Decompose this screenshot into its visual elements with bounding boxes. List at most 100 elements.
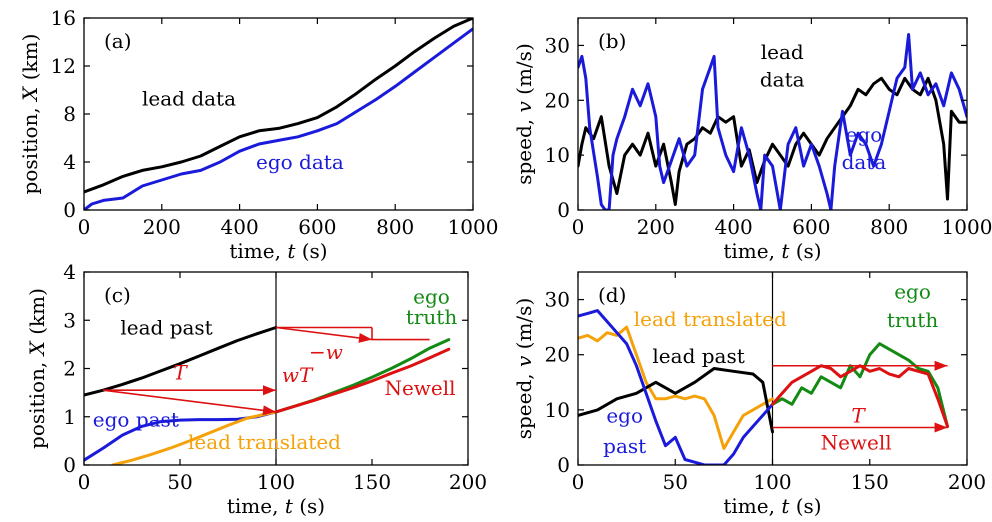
panel-a: 0 200 400 600 800 1000 0 4 8 12 16 time, t (s) posit…: [18, 6, 498, 263]
panel-d: 0 50 100 150 200 0 10 20 30 time, t (s) speed, v (…: [512, 271, 986, 518]
x-tick-label: 0: [78, 215, 91, 239]
x-tick-label: 150: [851, 470, 889, 494]
T-arrow-head: [263, 385, 276, 396]
y-tick-label: 2: [63, 357, 76, 381]
x-tick-label: 200: [637, 215, 675, 239]
x-tick-label: 1000: [448, 215, 499, 239]
annotation-label: ego: [894, 279, 931, 303]
y-tick-label: 4: [63, 150, 76, 174]
series-line-lead-translated: [578, 325, 774, 450]
series-line-ego-past: [578, 309, 774, 465]
shift-arrow-head: [262, 405, 276, 416]
panel-b: 0 200 400 600 800 1000 0 10 20 30 time, t (s) speed…: [512, 17, 992, 263]
x-tick-label: 100: [753, 470, 791, 494]
y-tick-label: 0: [63, 198, 76, 222]
x-tick-label: 200: [449, 470, 487, 494]
series-line-lead-data: [578, 76, 967, 206]
x-tick-label: 200: [143, 215, 181, 239]
series-line-lead-data: [84, 18, 473, 194]
series-line-lead-past: [578, 367, 774, 434]
y-tick-label: 8: [63, 102, 76, 126]
annotation-label: lead: [761, 40, 804, 64]
x-tick-label: 400: [221, 215, 259, 239]
newell-shift-arrow-head: [934, 422, 948, 433]
y-tick-label: 30: [545, 288, 570, 312]
y-tick-label: 30: [545, 33, 570, 57]
x-tick-label: 100: [257, 470, 295, 494]
x-axis-label: time, t (s): [229, 239, 327, 263]
x-tick-label: 0: [572, 470, 585, 494]
panel-label: (c): [104, 283, 131, 307]
y-tick-label: 10: [545, 143, 570, 167]
w-arrow: [275, 326, 373, 341]
series-line-ego-data: [84, 27, 473, 210]
x-tick-label: 600: [792, 215, 830, 239]
x-axis-label: time, t (s): [227, 494, 325, 518]
x-tick-label: 150: [353, 470, 391, 494]
y-tick-label: 12: [51, 54, 76, 78]
y-axis-label: speed, v (m/s): [512, 43, 536, 185]
annotation-label: past: [603, 434, 646, 458]
y-tick-label: 4: [63, 260, 76, 284]
panel-label: (b): [598, 29, 626, 53]
y-tick-label: 16: [51, 6, 76, 30]
y-axis-label: position, X (km): [25, 288, 49, 449]
y-tick-label: 1: [63, 405, 76, 429]
T-arrow-head: [934, 360, 948, 371]
y-tick-label: 20: [545, 343, 570, 367]
w-arrow-head: [358, 332, 372, 343]
annotation-label: lead past: [120, 316, 212, 340]
series-line-ego-data: [578, 33, 967, 210]
x-axis-label: time, t (s): [723, 494, 821, 518]
annotation-label: T: [173, 361, 188, 385]
series-line-lead-past: [84, 326, 278, 397]
panel-label: (a): [104, 29, 132, 53]
x-tick-label: 1000: [942, 215, 992, 239]
annotation-label: Newell: [821, 431, 892, 455]
x-tick-label: 0: [572, 215, 585, 239]
x-tick-label: 800: [376, 215, 414, 239]
series-group: [84, 326, 451, 465]
series-line-ego-truth: [771, 342, 949, 428]
annotation-label: lead data: [142, 87, 236, 111]
x-tick-label: 50: [167, 470, 192, 494]
annotation-label: truth: [406, 305, 458, 329]
x-tick-label: 400: [715, 215, 753, 239]
plot-frame: [577, 17, 968, 211]
annotation-label: −w: [309, 340, 343, 364]
annotation-label: truth: [887, 308, 939, 332]
panel-label: (d): [598, 283, 626, 307]
plot-frame: [83, 17, 474, 211]
y-tick-label: 0: [557, 198, 570, 222]
annotation-label: wT: [282, 363, 314, 387]
series-line-lead-translated: [111, 410, 278, 465]
annotation-label: T: [851, 404, 866, 428]
y-axis-label: position, X (km): [18, 34, 42, 195]
x-axis-label: time, t (s): [723, 239, 821, 263]
annotation-label: lead translated: [634, 307, 787, 331]
y-tick-label: 0: [557, 453, 570, 477]
series-line-newell: [274, 347, 451, 414]
annotation-label: lead translated: [188, 430, 341, 454]
x-tick-label: 200: [948, 470, 986, 494]
panel-c: 0 50 100 150 200 0 1 2 3 4 time, t (s) position, X …: [25, 260, 487, 518]
series-group: [84, 18, 473, 210]
shift-arrow: [103, 389, 277, 413]
annotation-label: ego: [846, 122, 883, 146]
series-group: [578, 33, 967, 210]
y-tick-label: 0: [63, 453, 76, 477]
annotation-label: data: [760, 68, 805, 92]
annotation-label: ego data: [256, 150, 344, 174]
x-tick-label: 0: [78, 470, 91, 494]
annotation-label: ego: [413, 284, 450, 308]
x-tick-label: 50: [663, 470, 688, 494]
annotation-label: ego past: [93, 407, 179, 431]
annotation-label: data: [842, 150, 887, 174]
annotation-label: ego: [606, 404, 643, 428]
y-tick-label: 3: [63, 308, 76, 332]
y-tick-label: 10: [545, 398, 570, 422]
y-axis-label: speed, v (m/s): [512, 298, 536, 440]
annotation-label: lead past: [652, 344, 744, 368]
y-tick-label: 20: [545, 88, 570, 112]
